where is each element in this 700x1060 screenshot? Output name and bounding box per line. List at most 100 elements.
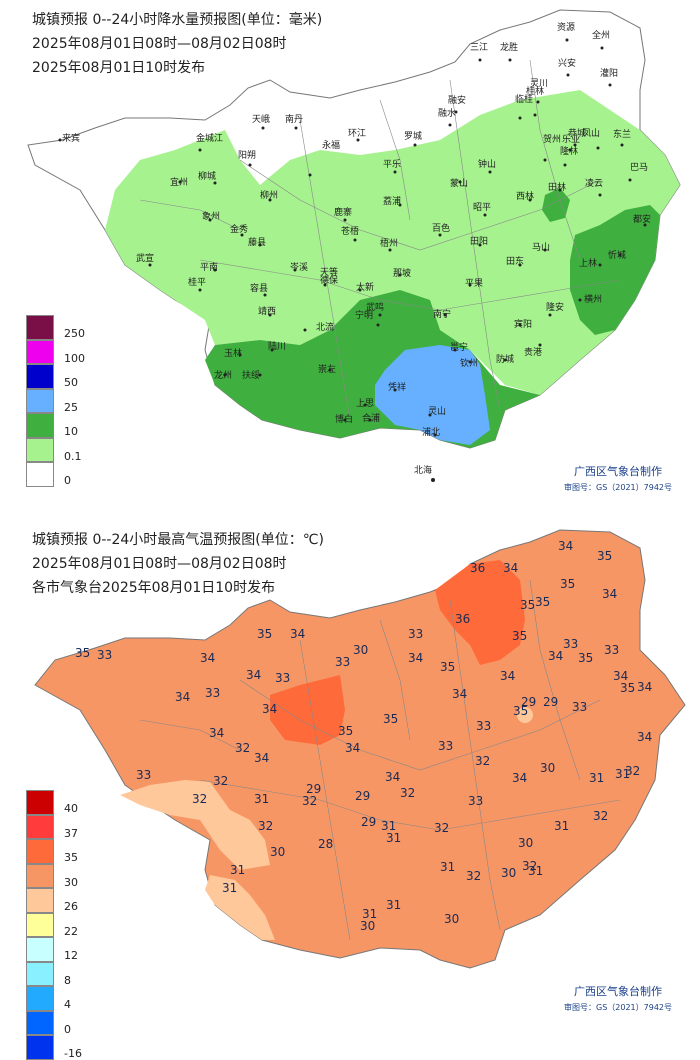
rain-city-label: 武宣 <box>136 252 154 264</box>
rain-legend-swatch <box>26 364 54 389</box>
temp-value-label: 34 <box>200 651 215 665</box>
temp-value-label: 29 <box>521 695 536 709</box>
temp-value-label: 33 <box>476 719 491 733</box>
rain-zone-green-east <box>570 205 660 335</box>
rain-period: 2025年08月01日08时—08月02日08时 <box>32 36 287 52</box>
rain-city-label: 田林 <box>548 181 566 193</box>
temp-value-label: 35 <box>520 598 535 612</box>
temp-value-label: 32 <box>593 809 608 823</box>
temp-value-label: 32 <box>302 794 317 808</box>
temp-value-label: 32 <box>475 754 490 768</box>
rain-city-label: 恭城 <box>568 128 586 139</box>
temp-value-label: 34 <box>613 669 628 683</box>
temp-legend-label: 30 <box>64 875 78 889</box>
rain-city-label: 扶绥 <box>242 369 260 381</box>
temp-value-label: 30 <box>501 866 516 880</box>
temp-period: 2025年08月01日08时—08月02日08时 <box>32 556 287 572</box>
temp-legend-swatch <box>26 790 54 815</box>
rain-city-label: 南宁 <box>433 308 451 320</box>
rain-city-label: 藤县 <box>248 236 266 248</box>
rain-city-label: 都安 <box>633 213 651 225</box>
temp-value-label: 32 <box>213 774 228 788</box>
rain-city-label: 荔浦 <box>383 195 401 207</box>
temp-legend-swatch <box>26 961 54 986</box>
temp-legend-swatch <box>26 1010 54 1035</box>
rain-city-label: 阳朔 <box>238 149 256 161</box>
rain-city-label: 融安 <box>448 94 466 106</box>
temp-value-label: 34 <box>503 561 518 575</box>
rain-city-label: 那坡 <box>393 267 411 279</box>
temp-value-label: 31 <box>615 767 630 781</box>
rain-legend-label: 25 <box>64 400 78 414</box>
rain-city-label: 宜州 <box>170 176 188 188</box>
temp-value-label: 33 <box>468 794 483 808</box>
temp-header: 城镇预报 0--24小时最高气温预报图(单位：℃) 2025年08月01日08时… <box>32 528 324 600</box>
temp-value-label: 34 <box>558 539 573 553</box>
rain-legend-swatch <box>26 413 54 438</box>
temp-value-label: 34 <box>602 587 617 601</box>
rain-city-label: 东兰 <box>613 128 631 140</box>
temp-value-label: 33 <box>604 643 619 657</box>
temp-value-label: 31 <box>440 860 455 874</box>
temp-zone-cool-spot <box>517 707 533 723</box>
rain-city-label: 宁明 <box>355 309 373 321</box>
temp-value-label: 33 <box>335 655 350 669</box>
rain-city-label: 龙州 <box>214 369 232 381</box>
temp-legend-swatch <box>26 863 54 888</box>
temp-legend-label: 12 <box>64 949 78 962</box>
rain-city-label: 合浦 <box>362 412 380 424</box>
temp-legend-label: 35 <box>64 851 78 864</box>
temp-legend-label: 40 <box>64 802 78 815</box>
rain-city-label: 资源 <box>557 22 575 33</box>
rain-legend-label: 250 <box>64 327 85 340</box>
temp-value-label: 28 <box>318 837 333 851</box>
temp-value-label: 34 <box>637 680 652 694</box>
rain-city-label: 防城 <box>496 353 514 365</box>
rain-city-label: 桂平 <box>188 276 206 288</box>
temp-value-label: 30 <box>353 643 368 657</box>
temp-value-label: 31 <box>528 864 543 878</box>
rain-city-label: 西林 <box>516 190 534 202</box>
temp-legend-label: -16 <box>64 1047 82 1060</box>
rain-legend-label: 100 <box>64 351 85 365</box>
temp-legend-swatch <box>26 912 54 937</box>
rain-city-label: 南丹 <box>285 113 303 125</box>
temp-value-label: 34 <box>452 687 467 701</box>
temp-value-label: 29 <box>306 782 321 796</box>
rain-city-label: 忻城 <box>608 249 626 261</box>
temp-value-label: 34 <box>500 669 515 683</box>
rain-city-label: 乐业 <box>562 133 580 145</box>
rain-city-label: 龙胜 <box>500 41 518 53</box>
temp-legend-label: 8 <box>64 973 71 987</box>
rain-city-label: 柳城 <box>198 170 216 182</box>
temp-value-label: 29 <box>355 789 370 803</box>
temp-value-label: 35 <box>257 627 272 641</box>
temp-value-label: 34 <box>175 690 190 704</box>
rain-city-label: 环江 <box>348 128 366 139</box>
rain-city-label: 上林 <box>579 257 597 269</box>
rainfall-forecast-panel: 资源 全州 三江 龙胜 兴安 灌阳 灵川 桂林 恭城 临桂 融安 融水 天峨 南丹 环江 罗城 永福 阳朔 平乐 钟山… <box>0 0 700 520</box>
rain-city-label: 天等 <box>320 266 338 278</box>
temp-value-label: 35 <box>512 629 527 643</box>
temp-legend-swatch <box>26 888 54 913</box>
rain-city-label: 博白 <box>335 413 353 425</box>
temp-value-label: 31 <box>362 907 377 921</box>
temp-value-label: 29 <box>361 815 376 829</box>
rain-city-label: 钟山 <box>478 158 496 170</box>
rain-city-label: 兴安 <box>558 57 576 69</box>
rain-city-label: 金城江 <box>196 132 223 144</box>
temp-value-label: 33 <box>563 637 578 651</box>
temp-value-label: 34 <box>254 751 269 765</box>
temp-value-label: 33 <box>572 700 587 714</box>
rain-city-label: 灵川 <box>530 78 548 89</box>
rain-city-label: 贵港 <box>524 346 542 358</box>
temp-value-label: 31 <box>381 819 396 833</box>
temp-value-label: 30 <box>518 836 533 850</box>
rain-legend-swatch <box>26 388 54 413</box>
temp-value-label: 32 <box>400 786 415 800</box>
temp-value-label: 34 <box>209 726 224 740</box>
temp-zone-cool-southwest <box>205 875 275 940</box>
temp-title: 城镇预报 0--24小时最高气温预报图(单位：℃) <box>32 532 324 548</box>
